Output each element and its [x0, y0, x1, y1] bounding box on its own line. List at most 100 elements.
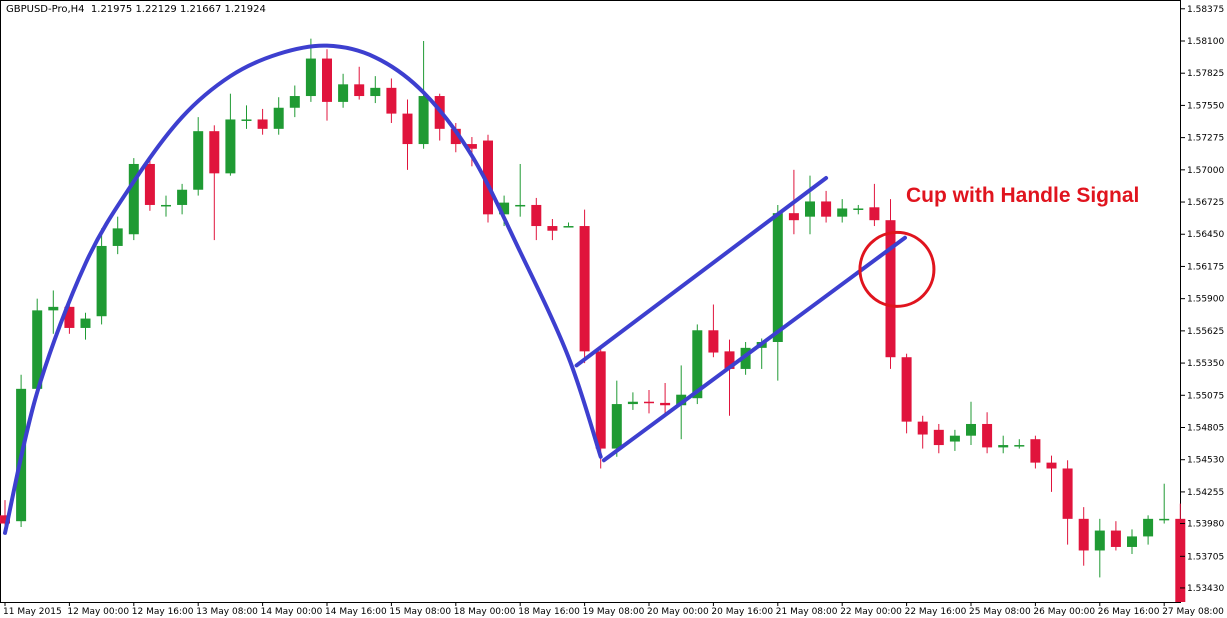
candle — [1046, 455, 1057, 492]
y-tick-label: 1.54530 — [1187, 456, 1224, 466]
candle — [386, 78, 397, 123]
x-tick-label: 14 May 00:00 — [261, 607, 323, 617]
y-tick-label: 1.57825 — [1187, 69, 1224, 79]
candle — [370, 76, 381, 104]
y-tick-label: 1.55625 — [1187, 327, 1224, 337]
candle-body-bear — [531, 204, 542, 227]
candle-body-bear — [885, 220, 896, 358]
candle-body-bull — [1143, 518, 1154, 537]
candle-body-bull — [289, 96, 300, 108]
candle — [257, 108, 268, 135]
candle — [128, 158, 139, 241]
candle-body-bull — [949, 435, 960, 442]
x-tick-label: 11 May 2015 — [3, 607, 62, 617]
x-tick-label: 22 May 00:00 — [840, 607, 902, 617]
candle-body-bull — [611, 404, 622, 449]
candle — [483, 134, 493, 223]
candle-body-bear — [788, 213, 799, 221]
candle — [64, 301, 75, 334]
y-tick-label: 1.57275 — [1187, 134, 1224, 144]
candle-body-bull — [338, 84, 349, 102]
candle-body-bull — [1094, 530, 1105, 551]
candle — [354, 66, 365, 100]
candle-body-bull — [998, 445, 1009, 448]
candle-body-bear — [209, 131, 220, 174]
y-tick-label: 1.55350 — [1187, 359, 1224, 369]
handle-channel-upper — [574, 176, 829, 368]
symbol-label: GBPUSD-Pro,H4 — [6, 4, 85, 15]
candle — [161, 195, 171, 217]
y-tick-label: 1.55900 — [1187, 295, 1224, 305]
signal-circle — [858, 230, 936, 308]
candle-body-bull — [32, 310, 43, 389]
x-tick-label: 27 May 08:00 — [1162, 607, 1224, 617]
candle — [579, 209, 590, 364]
x-tick-label: 18 May 00:00 — [454, 607, 516, 617]
candle-body-bear — [660, 402, 671, 406]
candle-body-bear — [0, 515, 10, 524]
candle — [1078, 507, 1089, 566]
candle-body-bear — [579, 226, 590, 352]
x-tick-label: 14 May 16:00 — [325, 607, 387, 617]
candle — [1094, 518, 1105, 578]
x-tick-label: 12 May 00:00 — [67, 607, 129, 617]
candle-body-bull — [1014, 445, 1025, 447]
candle-body-bear — [1110, 530, 1121, 547]
y-tick-label: 1.57550 — [1187, 101, 1224, 111]
y-tick-label: 1.53430 — [1187, 584, 1224, 594]
candle-body-bear — [354, 84, 365, 97]
candle — [1175, 503, 1186, 602]
candle — [708, 304, 719, 358]
candle — [144, 158, 155, 211]
candle-body-bear — [466, 144, 477, 149]
candle-body-bull — [499, 202, 510, 215]
candle-body-bull — [161, 204, 171, 207]
candle-body-bear — [1030, 439, 1041, 463]
candle — [515, 163, 526, 217]
y-tick-label: 1.53980 — [1187, 520, 1224, 530]
candle — [531, 197, 542, 241]
candle-body-bear — [547, 226, 558, 231]
candle-body-bear — [901, 357, 912, 422]
candle — [805, 175, 815, 235]
candle-body-bull — [1159, 518, 1170, 521]
candle — [949, 429, 960, 451]
ohlc-values: 1.21975 1.22129 1.21667 1.21924 — [90, 4, 266, 15]
candle — [1127, 529, 1137, 554]
candle — [660, 382, 671, 416]
candle — [225, 93, 236, 176]
y-tick-label: 1.54255 — [1187, 488, 1224, 498]
candle — [1030, 435, 1041, 469]
candle — [772, 204, 783, 381]
candle — [724, 339, 735, 416]
candle — [740, 341, 751, 375]
candle — [96, 228, 107, 325]
candle-body-bull — [837, 208, 848, 217]
x-tick-label: 18 May 16:00 — [518, 607, 580, 617]
candle — [177, 183, 188, 215]
y-tick-label: 1.57000 — [1187, 166, 1224, 176]
y-tick-label: 1.56725 — [1187, 198, 1224, 208]
x-tick-label: 26 May 16:00 — [1098, 607, 1160, 617]
candle-body-bear — [821, 201, 832, 217]
candle-body-bear — [1175, 518, 1186, 602]
candle — [627, 392, 638, 410]
candle — [869, 183, 880, 227]
candle-body-bull — [225, 119, 236, 174]
candle — [322, 49, 332, 121]
candle-body-bull — [676, 394, 687, 406]
cup-handle-callout: Cup with Handle Signal — [906, 184, 1140, 207]
candle-body-bull — [805, 201, 815, 217]
candle — [80, 312, 91, 340]
candle-body-bear — [1046, 462, 1057, 469]
x-tick-label: 13 May 08:00 — [196, 607, 258, 617]
candle — [193, 117, 204, 196]
candle — [48, 290, 59, 334]
candle-body-bull — [966, 423, 976, 436]
cup-arc — [3, 43, 603, 535]
candle-body-bear — [982, 423, 993, 448]
pattern-overlays — [3, 43, 936, 535]
candle — [595, 345, 606, 469]
plot-frame — [0, 0, 1181, 603]
